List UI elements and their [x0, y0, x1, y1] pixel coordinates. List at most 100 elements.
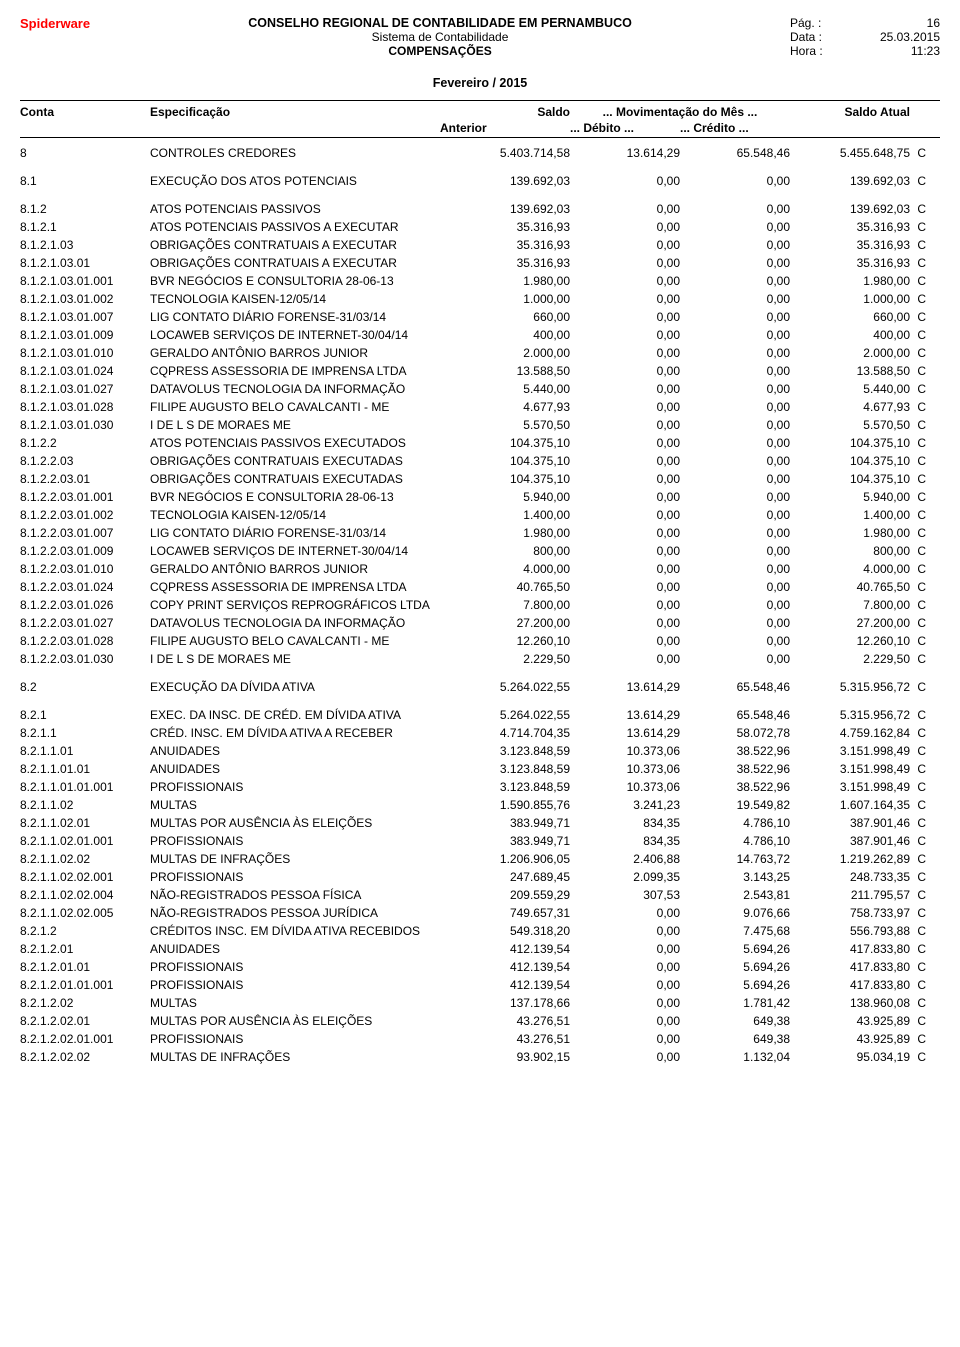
- cell-flag: C: [910, 888, 926, 902]
- cell-debito: 0,00: [570, 906, 680, 920]
- cell-especificacao: ATOS POTENCIAIS PASSIVOS A EXECUTAR: [150, 220, 440, 234]
- cell-saldo-anterior: 4.000,00: [440, 562, 570, 576]
- cell-credito: 0,00: [680, 202, 790, 216]
- table-row: 8.1.2.1.03.01.007LIG CONTATO DIÁRIO FORE…: [20, 308, 940, 326]
- cell-conta: 8.2: [20, 680, 150, 694]
- cell-saldo-atual: 35.316,93: [790, 220, 910, 234]
- cell-debito: 0,00: [570, 472, 680, 486]
- cell-saldo-anterior: 93.902,15: [440, 1050, 570, 1064]
- cell-debito: 0,00: [570, 256, 680, 270]
- cell-conta: 8.2.1.2.01.01: [20, 960, 150, 974]
- table-row: 8.1.2.2.03.01.026COPY PRINT SERVIÇOS REP…: [20, 596, 940, 614]
- date-label: Data :: [790, 30, 822, 44]
- cell-saldo-atual: 387.901,46: [790, 816, 910, 830]
- cell-flag: C: [910, 238, 926, 252]
- cell-flag: C: [910, 744, 926, 758]
- cell-debito: 13.614,29: [570, 708, 680, 722]
- time-value: 11:23: [911, 44, 940, 58]
- table-row: 8.2.1.2.02.01MULTAS POR AUSÊNCIA ÀS ELEI…: [20, 1012, 940, 1030]
- cell-debito: 834,35: [570, 816, 680, 830]
- cell-saldo-anterior: 4.714.704,35: [440, 726, 570, 740]
- cell-flag: C: [910, 852, 926, 866]
- page-label: Pág. :: [790, 16, 821, 30]
- cell-debito: 0,00: [570, 598, 680, 612]
- cell-debito: 0,00: [570, 580, 680, 594]
- table-row: 8.1.2.1.03OBRIGAÇÕES CONTRATUAIS A EXECU…: [20, 236, 940, 254]
- cell-saldo-anterior: 209.559,29: [440, 888, 570, 902]
- cell-flag: C: [910, 816, 926, 830]
- cell-especificacao: I DE L S DE MORAES ME: [150, 418, 440, 432]
- cell-credito: 0,00: [680, 580, 790, 594]
- cell-conta: 8.1.2.1.03.01.010: [20, 346, 150, 360]
- cell-credito: 0,00: [680, 562, 790, 576]
- cell-flag: C: [910, 726, 926, 740]
- cell-saldo-anterior: 800,00: [440, 544, 570, 558]
- cell-saldo-anterior: 400,00: [440, 328, 570, 342]
- cell-saldo-atual: 5.315.956,72: [790, 680, 910, 694]
- cell-debito: 0,00: [570, 978, 680, 992]
- cell-saldo-atual: 417.833,80: [790, 960, 910, 974]
- cell-saldo-anterior: 383.949,71: [440, 834, 570, 848]
- cell-flag: C: [910, 924, 926, 938]
- cell-flag: C: [910, 906, 926, 920]
- cell-especificacao: DATAVOLUS TECNOLOGIA DA INFORMAÇÃO: [150, 382, 440, 396]
- cell-flag: C: [910, 798, 926, 812]
- cell-conta: 8.2.1.1.02.01: [20, 816, 150, 830]
- cell-credito: 0,00: [680, 544, 790, 558]
- table-row: 8.2.1.1.02MULTAS1.590.855,763.241,2319.5…: [20, 796, 940, 814]
- cell-especificacao: PROFISSIONAIS: [150, 960, 440, 974]
- cell-flag: C: [910, 202, 926, 216]
- cell-saldo-anterior: 749.657,31: [440, 906, 570, 920]
- cell-conta: 8.1.2.1.03.01.027: [20, 382, 150, 396]
- table-row: 8.1.2.1.03.01.009LOCAWEB SERVIÇOS DE INT…: [20, 326, 940, 344]
- cell-credito: 0,00: [680, 220, 790, 234]
- cell-especificacao: NÃO-REGISTRADOS PESSOA JURÍDICA: [150, 906, 440, 920]
- cell-saldo-anterior: 5.264.022,55: [440, 708, 570, 722]
- cell-credito: 0,00: [680, 400, 790, 414]
- cell-debito: 0,00: [570, 490, 680, 504]
- table-row: 8.1.2.2.03OBRIGAÇÕES CONTRATUAIS EXECUTA…: [20, 452, 940, 470]
- cell-saldo-atual: 3.151.998,49: [790, 780, 910, 794]
- cell-saldo-atual: 2.000,00: [790, 346, 910, 360]
- cell-saldo-atual: 417.833,80: [790, 978, 910, 992]
- col-credito: ... Crédito ...: [680, 121, 790, 135]
- cell-especificacao: LOCAWEB SERVIÇOS DE INTERNET-30/04/14: [150, 328, 440, 342]
- cell-especificacao: BVR NEGÓCIOS E CONSULTORIA 28-06-13: [150, 274, 440, 288]
- cell-conta: 8.2.1.1.02: [20, 798, 150, 812]
- cell-conta: 8.1.2: [20, 202, 150, 216]
- cell-saldo-atual: 4.677,93: [790, 400, 910, 414]
- cell-saldo-anterior: 7.800,00: [440, 598, 570, 612]
- cell-conta: 8.1.2.2.03.01.007: [20, 526, 150, 540]
- cell-especificacao: LIG CONTATO DIÁRIO FORENSE-31/03/14: [150, 526, 440, 540]
- cell-especificacao: EXEC. DA INSC. DE CRÉD. EM DÍVIDA ATIVA: [150, 708, 440, 722]
- cell-flag: C: [910, 1014, 926, 1028]
- table-row: 8.1.2.1.03.01.027DATAVOLUS TECNOLOGIA DA…: [20, 380, 940, 398]
- cell-especificacao: ATOS POTENCIAIS PASSIVOS EXECUTADOS: [150, 436, 440, 450]
- table-row: 8.1.2.2.03.01.007LIG CONTATO DIÁRIO FORE…: [20, 524, 940, 542]
- cell-especificacao: GERALDO ANTÔNIO BARROS JUNIOR: [150, 346, 440, 360]
- cell-credito: 3.143,25: [680, 870, 790, 884]
- cell-flag: C: [910, 436, 926, 450]
- row-spacer: [20, 190, 940, 200]
- cell-saldo-atual: 95.034,19: [790, 1050, 910, 1064]
- cell-especificacao: FILIPE AUGUSTO BELO CAVALCANTI - ME: [150, 634, 440, 648]
- table-row: 8.1.2.1.03.01.001BVR NEGÓCIOS E CONSULTO…: [20, 272, 940, 290]
- table-row: 8.1.2.1ATOS POTENCIAIS PASSIVOS A EXECUT…: [20, 218, 940, 236]
- cell-credito: 4.786,10: [680, 816, 790, 830]
- cell-credito: 649,38: [680, 1032, 790, 1046]
- cell-especificacao: MULTAS: [150, 996, 440, 1010]
- cell-conta: 8.2.1.2.02.02: [20, 1050, 150, 1064]
- cell-conta: 8.1.2.2.03.01.027: [20, 616, 150, 630]
- cell-saldo-anterior: 139.692,03: [440, 202, 570, 216]
- report-section: COMPENSAÇÕES: [90, 44, 790, 58]
- cell-credito: 0,00: [680, 174, 790, 188]
- cell-debito: 13.614,29: [570, 726, 680, 740]
- cell-saldo-atual: 400,00: [790, 328, 910, 342]
- cell-saldo-anterior: 5.940,00: [440, 490, 570, 504]
- table-row: 8.2EXECUÇÃO DA DÍVIDA ATIVA5.264.022,551…: [20, 678, 940, 696]
- cell-saldo-anterior: 5.570,50: [440, 418, 570, 432]
- cell-conta: 8.2.1.2.02.01.001: [20, 1032, 150, 1046]
- cell-saldo-atual: 5.315.956,72: [790, 708, 910, 722]
- cell-debito: 0,00: [570, 364, 680, 378]
- cell-especificacao: COPY PRINT SERVIÇOS REPROGRÁFICOS LTDA: [150, 598, 440, 612]
